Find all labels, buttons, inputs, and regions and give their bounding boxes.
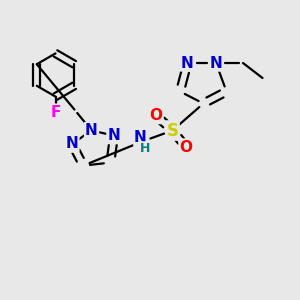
Text: N: N — [85, 123, 98, 138]
Text: H: H — [140, 142, 150, 155]
Text: N: N — [66, 136, 78, 152]
Text: S: S — [167, 122, 178, 140]
Text: O: O — [179, 140, 193, 154]
Text: N: N — [181, 56, 194, 70]
Text: N: N — [108, 128, 120, 143]
Text: F: F — [50, 105, 61, 120]
Text: N: N — [210, 56, 222, 70]
Text: N: N — [134, 130, 147, 146]
Text: O: O — [149, 108, 163, 123]
